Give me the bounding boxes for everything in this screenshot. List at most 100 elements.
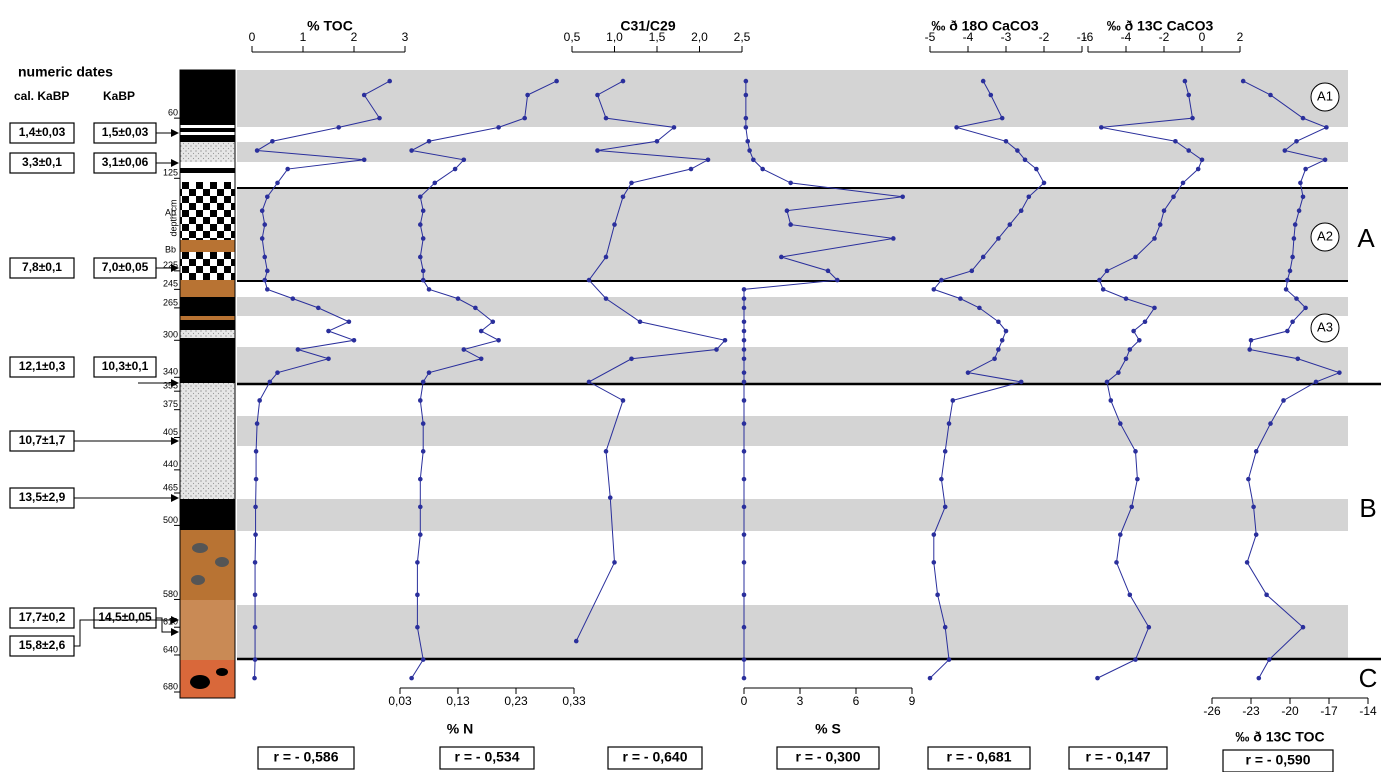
zone-bands — [237, 70, 1348, 660]
profile-point — [939, 477, 944, 482]
profile-point — [255, 421, 260, 426]
profile-point — [418, 398, 423, 403]
profile-point — [981, 79, 986, 84]
x-tick-label: -20 — [1281, 704, 1299, 718]
profile-point — [1257, 676, 1262, 681]
profile-point — [1027, 195, 1032, 200]
profile-point — [352, 338, 357, 343]
x-tick-label: 2,0 — [691, 30, 708, 44]
profile-point — [275, 370, 280, 375]
zone-label: A — [1357, 223, 1375, 253]
profile-point — [604, 449, 609, 454]
profile-point — [1285, 329, 1290, 334]
profile-point — [742, 329, 747, 334]
profile-point — [604, 116, 609, 121]
profile-point — [943, 625, 948, 630]
profile-point — [1118, 421, 1123, 426]
profile-point — [433, 181, 438, 186]
profile-point — [387, 79, 392, 84]
profile-point — [1008, 222, 1013, 227]
cal-date: 10,7±1,7 — [19, 433, 66, 447]
profile-point — [612, 222, 617, 227]
x-tick-label: 0 — [249, 30, 256, 44]
profile-point — [788, 222, 793, 227]
profile-point — [595, 148, 600, 153]
lithology-column — [180, 70, 235, 698]
profile-point — [270, 139, 275, 144]
profile-point — [966, 370, 971, 375]
profile-point — [742, 370, 747, 375]
r-value: r = - 0,640 — [623, 749, 688, 765]
zone-label: C — [1359, 663, 1378, 693]
profile-point — [947, 421, 952, 426]
profile-point — [421, 269, 426, 274]
profile-point — [742, 380, 747, 385]
profile-point — [1314, 380, 1319, 385]
profile-point — [1251, 505, 1256, 510]
profile-point — [1004, 139, 1009, 144]
profile-point — [574, 639, 579, 644]
cal-date: 15,8±2,6 — [19, 638, 66, 652]
profile-point — [1186, 148, 1191, 153]
profile-point — [689, 167, 694, 172]
depth-tick-label: 265 — [163, 297, 178, 307]
profile-point — [1301, 116, 1306, 121]
profile-point — [1264, 593, 1269, 598]
profile-point — [742, 347, 747, 352]
profile-point — [745, 139, 750, 144]
profile-point — [1292, 236, 1297, 241]
profile-point — [744, 79, 749, 84]
profile-point — [996, 236, 1001, 241]
profile-point — [409, 148, 414, 153]
profile-point — [427, 370, 432, 375]
profile-point — [462, 347, 467, 352]
x-tick-label: 1 — [300, 30, 307, 44]
profile-point — [788, 181, 793, 186]
profile-point — [275, 181, 280, 186]
profile-point — [977, 306, 982, 311]
panel-title: ‰ ð 13C CaCO3 — [1107, 18, 1214, 34]
profile-point — [362, 157, 367, 162]
profile-point — [1152, 236, 1157, 241]
profile-point — [496, 125, 501, 130]
depth-tick-label: 125 — [163, 168, 178, 178]
profile-point — [779, 255, 784, 260]
x-tick-label: 0 — [741, 694, 748, 708]
profile-point — [336, 125, 341, 130]
profile-point — [723, 338, 728, 343]
profile-point — [954, 125, 959, 130]
profile-point — [1246, 477, 1251, 482]
r-value: r = - 0,590 — [1246, 752, 1311, 768]
profile-point — [981, 255, 986, 260]
profile-point — [742, 398, 747, 403]
cal-date: 3,3±0,1 — [22, 155, 62, 169]
profile-point — [1241, 79, 1246, 84]
profile-point — [1173, 139, 1178, 144]
profile-point — [1015, 148, 1020, 153]
profile-point — [751, 157, 756, 162]
profile-point — [932, 287, 937, 292]
profile-point — [1162, 208, 1167, 213]
ka-date: 3,1±0,06 — [102, 155, 149, 169]
depth-tick-label: 355 — [163, 381, 178, 391]
profile-point — [453, 167, 458, 172]
profile-point — [1254, 449, 1259, 454]
profile-point — [415, 593, 420, 598]
profile-point — [421, 278, 426, 283]
profile-point — [255, 148, 260, 153]
profile-point — [418, 255, 423, 260]
profile-point — [415, 625, 420, 630]
profile-point — [1131, 329, 1136, 334]
profile-point — [421, 208, 426, 213]
depth-tick-label: 340 — [163, 367, 178, 377]
profile-point — [706, 157, 711, 162]
profile-point — [1097, 278, 1102, 283]
profile-point — [522, 116, 527, 121]
profile-point — [262, 222, 267, 227]
r-value: r = - 0,681 — [947, 749, 1012, 765]
profile-point — [421, 449, 426, 454]
profile-point — [1095, 676, 1100, 681]
cal-date: 1,4±0,03 — [19, 125, 66, 139]
profile-point — [1133, 449, 1138, 454]
profile-point — [742, 306, 747, 311]
